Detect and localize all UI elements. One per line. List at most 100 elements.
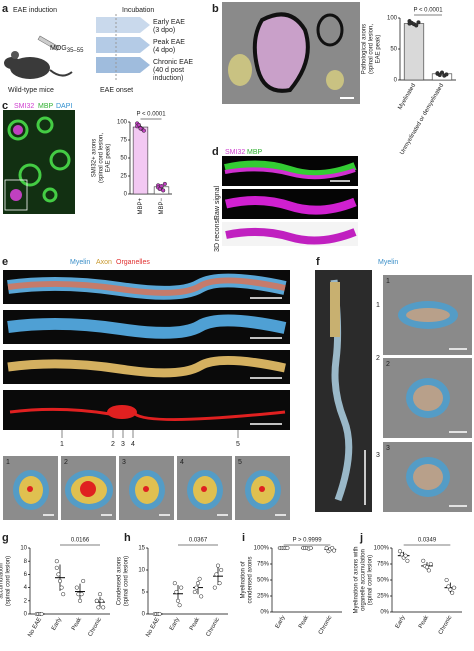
x-tick-label: MBP− xyxy=(159,198,165,215)
em-organelle xyxy=(228,54,252,86)
data-point xyxy=(54,559,59,564)
marker-label: 2 xyxy=(376,355,380,362)
stain-label: MBP xyxy=(38,103,54,110)
y-tick-label: 0% xyxy=(260,610,269,616)
inset-organelle xyxy=(259,486,265,492)
x-tick-label: Chronic xyxy=(318,615,334,636)
y-tick-label: 75% xyxy=(257,562,270,568)
y-axis-label: SMI32+ axons xyxy=(92,139,98,178)
data-point xyxy=(77,598,83,603)
x-tick-label: MBP+ xyxy=(138,198,144,215)
inset-label: 2 xyxy=(64,459,68,466)
arrow xyxy=(96,37,150,53)
p-value: 0.0367 xyxy=(189,538,208,544)
y-tick-label: 2 xyxy=(24,598,28,604)
axon-images xyxy=(222,156,358,246)
stain-label: SMI32 xyxy=(14,103,34,110)
inset-axon xyxy=(413,385,443,411)
fl-axon xyxy=(10,189,22,201)
y-tick-label: 100% xyxy=(374,546,390,552)
text: Early EAE xyxy=(153,19,185,26)
data-point xyxy=(217,581,222,586)
panel-label: f xyxy=(316,256,320,268)
myelin-strip xyxy=(7,314,287,339)
data-point xyxy=(332,548,337,553)
y-axis-label: (spinal cord lesion) xyxy=(6,556,12,606)
data-point xyxy=(428,561,433,567)
y-tick-label: 0 xyxy=(394,78,398,84)
data-point xyxy=(285,545,290,551)
data-point xyxy=(450,590,455,595)
data-point xyxy=(399,552,404,557)
stain-label: MBP xyxy=(247,149,263,156)
arrow xyxy=(96,57,150,73)
f-strip xyxy=(315,270,372,512)
data-point xyxy=(175,598,181,603)
em-axon xyxy=(252,12,310,93)
inset-axon xyxy=(413,464,443,490)
y-tick-label: 25% xyxy=(377,594,390,600)
data-point xyxy=(421,558,426,563)
y-tick-label: 100 xyxy=(117,120,128,126)
panel-label: i xyxy=(242,532,245,544)
y-tick-label: 8 xyxy=(24,559,28,565)
bar xyxy=(431,73,453,81)
fl-ring xyxy=(36,116,54,134)
x-tick-label: Chronic xyxy=(438,615,454,636)
data-point xyxy=(403,553,408,558)
text: Peak EAE xyxy=(153,39,185,46)
data-point xyxy=(426,568,431,573)
p-value: 0.0166 xyxy=(71,538,90,544)
y-tick-label: 0 xyxy=(24,612,28,618)
legend-text: Axon xyxy=(96,259,112,266)
x-tick-label: Early xyxy=(51,617,63,632)
y-tick-label: 50 xyxy=(390,47,397,53)
inset-organelle xyxy=(201,486,207,492)
p-value: 0.0349 xyxy=(418,538,437,544)
x-tick-label: Peak xyxy=(298,614,311,630)
data-point xyxy=(197,576,202,581)
y-axis-label: organelle accumulation xyxy=(361,549,367,611)
y-axis-label: accumulation xyxy=(0,563,5,598)
y-tick-label: 50% xyxy=(377,578,390,584)
reconstruction xyxy=(225,227,357,245)
data-point xyxy=(424,565,430,570)
data-point xyxy=(452,585,457,590)
data-point xyxy=(141,128,146,133)
panel-label: b xyxy=(212,3,219,15)
reconstruction-strips xyxy=(3,270,290,430)
em-insets: 1 2 3 1 2 3 xyxy=(376,275,472,512)
organelle-cluster xyxy=(107,405,137,419)
text: (40 d post xyxy=(153,67,184,74)
data-point xyxy=(57,578,63,584)
fl-ring xyxy=(18,163,42,187)
y-axis-label: Myelination of axons with xyxy=(354,546,360,613)
data-point xyxy=(444,577,449,583)
y-axis-label: (spinal cord lesion) xyxy=(124,556,130,606)
inset-frame xyxy=(4,179,28,211)
myelin-signal xyxy=(224,160,357,179)
data-point xyxy=(435,71,440,76)
y-tick-label: 50 xyxy=(120,156,127,162)
data-point xyxy=(219,567,224,573)
data-point xyxy=(194,585,199,590)
data-point xyxy=(308,545,313,551)
stain-label: DAPI xyxy=(56,103,72,110)
inset-label: 3 xyxy=(122,459,126,466)
text: EAE induction xyxy=(13,7,57,14)
data-point xyxy=(446,584,451,589)
legend-text: Myelin xyxy=(70,259,90,266)
text: Wild-type mice xyxy=(8,87,54,94)
data-point xyxy=(439,70,445,75)
inset-label: 2 xyxy=(386,361,390,368)
mouse-ear xyxy=(11,51,19,59)
marker-label: 3 xyxy=(121,441,125,448)
data-point xyxy=(159,184,164,189)
fl-axon xyxy=(13,125,23,135)
y-tick-label: 5 xyxy=(142,590,146,596)
x-tick-label: Chronic xyxy=(206,617,222,638)
panel-label: e xyxy=(2,256,8,268)
y-tick-label: 100 xyxy=(387,16,398,22)
